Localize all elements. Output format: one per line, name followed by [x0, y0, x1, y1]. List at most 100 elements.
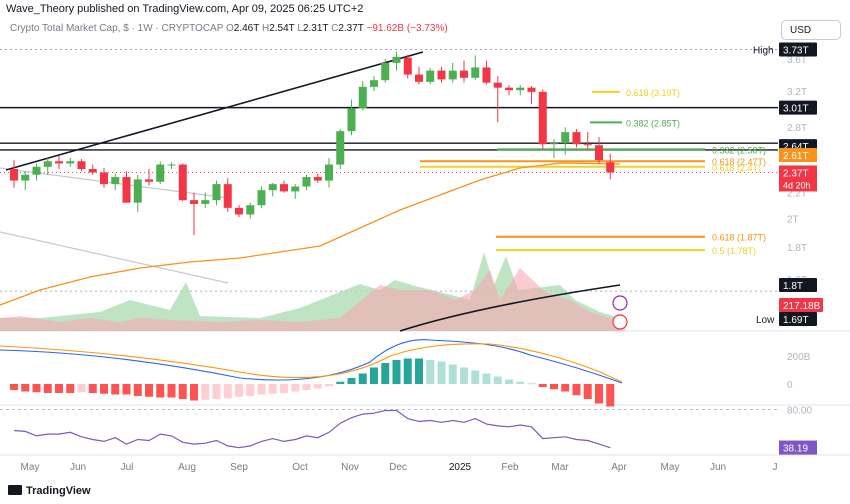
y-tick-label: 3.6T — [787, 55, 807, 66]
macd-histogram-bar — [426, 360, 435, 384]
candle-body — [606, 162, 615, 173]
candle-body — [595, 145, 603, 161]
fib-level-label: 0.618 (3.19T) — [626, 88, 680, 98]
open-label: O — [226, 23, 234, 34]
candle-body — [392, 56, 401, 63]
candle-body — [482, 67, 491, 83]
y-tick-label: 2.8T — [787, 123, 807, 134]
macd-histogram-bar — [561, 384, 570, 392]
candle-body — [178, 164, 187, 201]
macd-histogram-bar — [606, 384, 615, 407]
rsi-line — [13, 409, 611, 449]
candle-body — [77, 161, 86, 170]
candle-body — [550, 143, 558, 145]
macd-histogram-bar — [550, 384, 558, 390]
macd-histogram-bar — [235, 384, 243, 397]
candle-body — [460, 70, 468, 78]
x-tick-label: Nov — [341, 462, 359, 473]
macd-histogram-bar — [336, 381, 345, 384]
macd-histogram-bar — [77, 384, 86, 393]
candle-body — [313, 177, 322, 181]
candle-body — [223, 184, 232, 208]
candle-body — [527, 87, 536, 92]
candle-body — [381, 62, 390, 81]
fib-level-label: 0.382 (2.85T) — [626, 118, 680, 128]
candle-body — [190, 200, 198, 204]
macd-histogram-bar — [482, 373, 491, 384]
currency-selector[interactable]: USD — [781, 20, 841, 40]
candle-body — [426, 70, 435, 82]
macd-histogram-bar — [538, 384, 547, 387]
macd-tick: 0 — [787, 380, 793, 391]
x-tick-label: Jul — [121, 462, 134, 473]
candle-body — [100, 172, 108, 185]
candle-body — [156, 164, 165, 182]
x-tick-label: Dec — [389, 462, 407, 473]
candle-body — [280, 184, 288, 192]
tradingview-brand: TradingView — [26, 485, 91, 497]
macd-histogram-bar — [505, 379, 513, 384]
x-tick-label: May — [661, 462, 680, 473]
macd-histogram-bar — [437, 361, 446, 384]
macd-signal-line — [0, 343, 623, 383]
candle-body — [133, 179, 142, 203]
candle-body — [347, 108, 356, 132]
macd-histogram-bar — [325, 384, 333, 387]
x-tick-label: May — [21, 462, 40, 473]
candle-body — [415, 74, 423, 82]
rsi-value: 38.19 — [783, 444, 808, 455]
macd-histogram-bar — [66, 384, 75, 393]
candle-body — [66, 161, 75, 164]
candle-body — [21, 174, 30, 181]
high-value: 2.54T — [269, 23, 295, 34]
high-label: H — [261, 23, 270, 34]
low-value-bg — [779, 312, 817, 326]
ema-long-value-bg — [779, 278, 817, 292]
event-icon — [612, 295, 628, 311]
macd-histogram-bar — [471, 370, 480, 384]
fib-level-label: 0.618 (2.4T) — [712, 163, 761, 173]
macd-histogram-bar — [88, 384, 97, 393]
macd-histogram-bar — [43, 384, 52, 393]
last-price: 2.37T — [783, 168, 809, 179]
fib-level-label: 0.5 (1.78T) — [712, 246, 756, 256]
x-tick-label: Aug — [178, 462, 196, 473]
candle-body — [235, 207, 243, 215]
macd-tick: 200B — [787, 352, 811, 363]
countdown: 4d 20h — [783, 180, 811, 190]
last-price-bg — [779, 165, 817, 192]
macd-histogram-bar — [223, 384, 232, 399]
macd-histogram-bar — [527, 383, 536, 385]
candle-body — [167, 164, 176, 166]
macd-histogram-bar — [10, 384, 18, 390]
macd-histogram-bar — [133, 384, 142, 396]
candle-body — [268, 184, 277, 191]
low-value: 2.31T — [302, 23, 329, 34]
tradingview-logo: TradingView — [8, 485, 91, 497]
black-moving-average — [399, 284, 621, 332]
high-label: High — [753, 45, 774, 56]
macd-histogram-bar — [111, 384, 120, 395]
candle-body — [471, 67, 480, 78]
candle-body — [55, 161, 63, 164]
tv-logo-icon — [8, 485, 22, 495]
level-label: 2.64T — [783, 142, 809, 153]
macd-histogram-bar — [145, 384, 153, 397]
candle-body — [403, 57, 412, 75]
macd-histogram-bar — [291, 384, 300, 392]
candle-body — [516, 87, 525, 91]
channel-line — [0, 231, 229, 284]
rsi-tick: 80.00 — [787, 406, 812, 417]
symbol-name: Crypto Total Market Cap, $ · 1W · CRYPTO… — [10, 23, 224, 34]
volume-value-bg — [779, 298, 823, 312]
macd-histogram-bar — [122, 384, 131, 395]
candle-body — [493, 82, 502, 88]
macd-histogram-bar — [167, 384, 176, 398]
x-tick-label: 2025 — [449, 462, 472, 473]
candle-body — [257, 190, 266, 206]
macd-histogram-bar — [448, 364, 457, 384]
macd-histogram-bar — [156, 384, 165, 398]
macd-histogram-bar — [516, 381, 525, 384]
close-label: C — [331, 23, 339, 34]
